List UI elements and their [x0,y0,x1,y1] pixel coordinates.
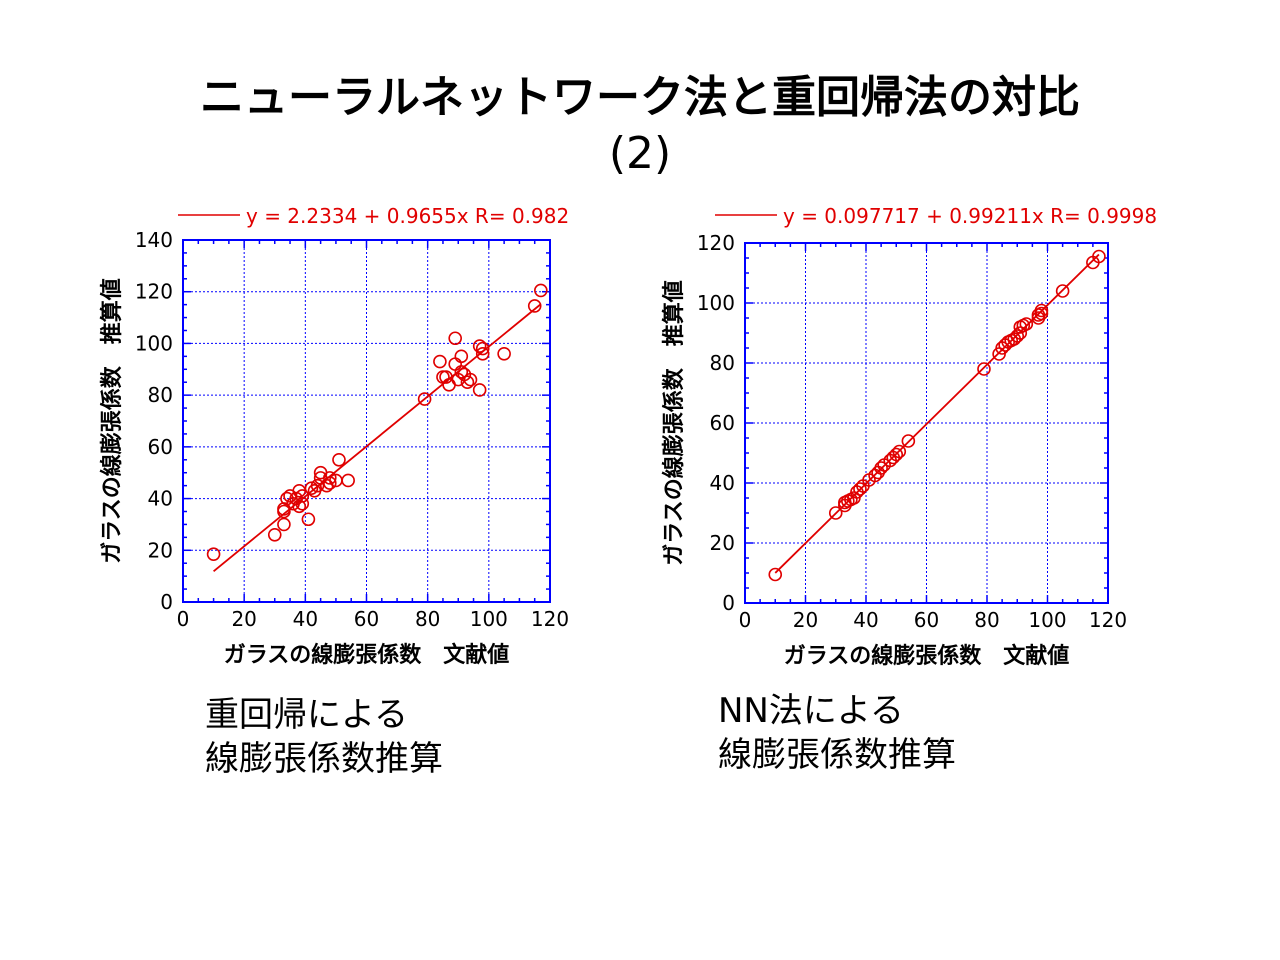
data-point [768,567,783,582]
data-point [454,365,469,379]
data-point [442,378,456,392]
y-tick-label: 0 [160,590,173,614]
y-tick-label: 80 [710,351,735,375]
data-point [1019,317,1034,331]
caption-nn: NN法による 線膨張係数推算 [718,689,956,777]
x-tick-label: 120 [1089,608,1127,632]
data-point [448,357,462,371]
x-tick-label: 40 [293,607,318,631]
data-point [475,341,490,356]
x-axis-label: ガラスの線膨張係数 文献値 [784,643,1070,669]
y-axis-label: ガラスの線膨張係数 推算値 [661,280,687,566]
data-point [433,354,447,369]
data-point [853,482,867,496]
legend-text: y = 2.2334 + 0.9655x R= 0.98245 [246,204,570,228]
data-point [267,527,282,542]
data-point [534,283,548,298]
data-point [874,461,888,475]
fit-line [213,303,542,572]
x-tick-label: 120 [531,607,569,631]
nn-chart: y = 0.097717 + 0.99211x R= 0.9998 0 20 40 60… [661,204,1157,669]
data-point [475,346,490,361]
caption-regression: 重回帰による 線膨張係数推算 [205,693,443,781]
data-point [301,512,316,527]
data-point [497,346,511,361]
x-tick-label: 100 [1028,608,1066,632]
y-tick-label: 140 [135,228,173,252]
data-point [527,299,542,313]
x-tick-label: 20 [231,607,256,631]
x-axis-label: ガラスの線膨張係数 文献値 [224,642,510,668]
data-point [448,331,462,346]
data-point [319,478,334,493]
x-tick-label: 60 [914,608,939,632]
data-point [892,444,907,459]
data-point [1092,249,1106,264]
y-tick-label: 40 [710,471,735,495]
caption-regression-line2: 線膨張係数推算 [205,739,443,779]
data-point [295,496,310,511]
x-tick-label: 40 [853,608,878,632]
x-tick-label: 20 [793,608,818,632]
data-point [295,489,310,503]
caption-nn-line2: 線膨張係数推算 [718,735,956,775]
data-point [1055,284,1070,298]
data-point [332,452,346,467]
data-point [304,481,319,496]
caption-regression-line1: 重回帰による [205,695,408,735]
data-point [277,517,291,532]
data-point [417,392,432,406]
slide-title-sub: (2) [608,128,672,179]
regression-chart: y = 2.2334 + 0.9655x R= 0.98245 0 20 40 60 80… [99,204,570,668]
slide-title: ニューラルネットワーク法と重回帰法の対比 [200,72,1080,123]
data-point [1010,329,1025,343]
y-axis-label: ガラスの線膨張係数 推算値 [99,278,125,564]
x-tick-label: 80 [415,607,440,631]
data-point [472,339,487,353]
x-tick-label: 60 [354,607,379,631]
y-tick-label: 60 [710,411,735,435]
data-point [323,471,337,485]
y-tick-label: 20 [148,538,173,562]
y-tick-label: 100 [697,291,735,315]
x-tick-label: 0 [177,607,190,631]
data-point [977,362,991,376]
y-tick-label: 80 [148,383,173,407]
y-tick-label: 120 [135,280,173,304]
data-point [460,375,475,390]
data-point [889,447,904,462]
fit-line [774,253,1100,574]
data-point [323,476,337,490]
y-tick-label: 40 [148,487,173,511]
y-tick-label: 100 [135,331,173,355]
y-tick-label: 0 [722,591,735,615]
data-point [436,370,450,384]
data-point [1034,303,1049,318]
caption-nn-line1: NN法による [718,691,904,731]
data-point [206,547,221,561]
data-point [341,473,355,488]
x-tick-label: 0 [739,608,752,632]
data-point [454,349,469,364]
legend-text: y = 0.097717 + 0.99211x R= 0.9998 [783,204,1157,228]
x-tick-label: 80 [974,608,999,632]
data-point [472,383,487,397]
data-point [901,434,916,448]
y-tick-label: 60 [148,435,173,459]
y-tick-label: 20 [710,531,735,555]
x-tick-label: 100 [470,607,508,631]
y-tick-label: 120 [697,231,735,255]
data-point [828,506,843,520]
data-point [463,372,478,387]
